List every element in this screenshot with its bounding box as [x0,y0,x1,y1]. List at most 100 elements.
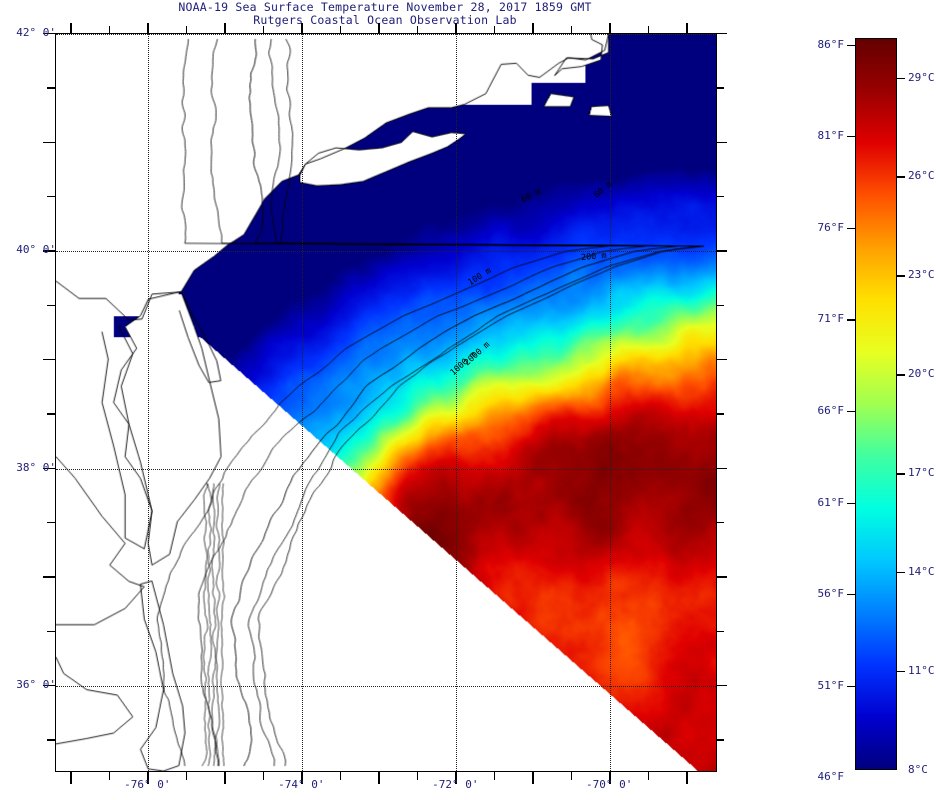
colorbar-tick-f [847,410,856,413]
colorbar-label-f: 51°F [817,678,845,692]
colorbar-label-f: 81°F [817,129,845,143]
lat-tick-right [717,250,727,252]
lat-tick-right [717,522,724,524]
lon-tick [262,772,265,780]
colorbar-label-c: 26°C [908,169,935,183]
colorbar-label-c: 14°C [908,565,935,579]
lat-tick-right [717,33,727,35]
lon-tick [493,772,496,780]
lon-tick-top [70,23,72,33]
colorbar-label-c: 8°C [908,763,928,776]
lon-tick [532,772,534,784]
colorbar-label-f: 71°F [817,312,845,326]
title-line-2: Rutgers Coastal Ocean Observation Lab [253,13,517,27]
colorbar-tick-c [896,176,905,178]
lon-tick [686,772,688,784]
colorbar-label-c: 23°C [908,268,935,282]
lat-tick [47,522,55,524]
lat-tick [43,685,55,687]
lat-tick [47,739,55,741]
colorbar-tick-c [896,374,905,376]
lon-tick-top [686,23,688,33]
colorbar-tick-c [896,77,905,79]
lon-tick-top [570,26,573,33]
lon-tick [339,772,342,780]
lat-tick-right [717,685,727,687]
lat-axis-label: 42° 0' [16,26,56,39]
lat-tick [43,141,55,144]
colorbar-label-f: 46°F [817,770,845,784]
colorbar-tick-f [847,44,856,46]
lon-tick-top [108,26,111,33]
colorbar-tick-c [896,275,905,277]
lat-tick-right [717,413,724,415]
sst-map-plot[interactable]: 60 m 60 m 200 m 100 m 1000 m 2000 m [55,33,717,772]
lon-tick [609,772,611,784]
lon-tick-top [455,23,457,33]
lat-tick-right [717,87,724,89]
lon-tick [70,772,72,784]
colorbar-label-f: 61°F [817,495,845,509]
lon-axis-label: -70° 0' [586,778,633,791]
lat-tick [43,250,55,252]
colorbar-tick-c [896,473,905,475]
lon-axis-label: -74° 0' [278,778,325,791]
lat-tick [43,467,55,470]
lat-tick-right [717,467,727,470]
lon-tick [301,772,303,784]
lon-tick-top [262,26,265,33]
lat-tick [47,196,55,198]
lat-axis-label: 36° 0' [16,678,56,692]
lon-tick [185,772,188,780]
lon-tick-top [532,23,534,33]
colorbar[interactable] [855,38,897,770]
sst-raster-canvas [56,34,716,771]
title-line-1: NOAA-19 Sea Surface Temperature November… [178,0,592,14]
colorbar-tick-f [847,136,856,138]
lon-tick-top [185,26,188,33]
colorbar-label-c: 20°C [908,367,935,381]
lon-tick-top [301,23,303,33]
lon-tick [416,772,419,780]
lon-tick-top [416,26,419,33]
lat-axis-label: 40° 0' [16,243,56,257]
colorbar-label-f: 86°F [817,37,845,51]
lat-tick [43,359,55,361]
lon-tick [647,772,650,780]
lon-tick [147,772,149,784]
lon-tick-top [339,26,342,33]
lat-tick [43,576,55,578]
lon-tick-top [224,23,226,33]
lon-tick [224,772,226,784]
lon-tick-top [147,23,149,33]
lon-tick-top [493,26,496,33]
lat-axis-label: 38° 0' [16,460,56,474]
lat-tick [47,413,55,415]
lat-tick-right [717,576,727,578]
colorbar-tick-f [847,594,856,596]
lon-tick [455,772,457,784]
colorbar-tick-f [847,319,856,321]
lat-tick-right [717,304,724,307]
colorbar-label-c: 11°C [908,664,935,678]
lat-tick [47,87,55,89]
lat-tick-right [717,196,724,198]
colorbar-tick-f [847,227,856,230]
colorbar-label-f: 76°F [817,220,845,234]
lat-tick-right [717,359,727,361]
lat-tick-right [717,141,727,144]
lat-tick [43,33,55,35]
colorbar-tick-c [896,671,905,673]
colorbar-label-f: 66°F [817,403,845,417]
lat-tick [47,304,55,307]
lon-axis-label: -72° 0' [432,778,479,791]
lon-tick [108,772,111,780]
colorbar-tick-f [847,502,856,504]
lon-tick [378,772,380,784]
lon-tick-top [609,23,611,33]
lat-tick [47,630,55,633]
colorbar-gradient [855,38,897,770]
colorbar-label-c: 29°C [908,70,935,84]
lat-tick-right [717,630,724,633]
colorbar-tick-c [896,572,905,574]
